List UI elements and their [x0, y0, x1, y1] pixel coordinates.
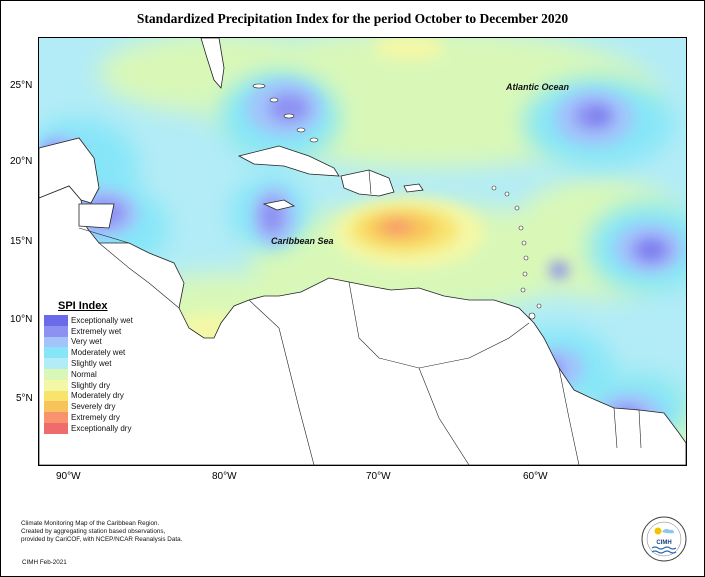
- spi-map: Atlantic Ocean Caribbean Sea: [38, 37, 687, 466]
- legend-label: Normal: [71, 369, 97, 379]
- lat-label-20n: 20°N: [10, 156, 33, 167]
- spi-legend: SPI Index Exceptionally wet Extremely wet…: [44, 300, 133, 434]
- legend-item: Very wet: [44, 336, 133, 348]
- lon-label-60w: 60°W: [523, 471, 548, 482]
- lat-label-15n: 15°N: [10, 236, 33, 247]
- legend-item: Severely dry: [44, 401, 133, 413]
- legend-swatch: [44, 358, 68, 369]
- cimh-logo: CIMH: [641, 516, 687, 562]
- legend-item: Normal: [44, 368, 133, 380]
- wave-icon: [651, 546, 677, 550]
- lon-label-90w: 90°W: [56, 471, 81, 482]
- legend-label: Slightly dry: [71, 380, 111, 390]
- lesser-antilles: [491, 185, 542, 320]
- legend-swatch: [44, 368, 68, 380]
- legend-label: Exceptionally dry: [71, 423, 132, 433]
- atlantic-ocean-label: Atlantic Ocean: [506, 82, 570, 92]
- legend-label: Extremely wet: [71, 326, 122, 336]
- legend-item: Exceptionally wet: [44, 315, 133, 326]
- lat-label-10n: 10°N: [10, 314, 33, 325]
- legend-label: Very wet: [71, 337, 102, 347]
- legend-swatch: [44, 401, 68, 413]
- credit-line: Created by aggregating station based obs…: [21, 528, 166, 536]
- lon-label-70w: 70°W: [366, 471, 391, 482]
- legend-label: Moderately wet: [71, 348, 126, 358]
- date-stamp: CIMH Feb-2021: [22, 559, 67, 566]
- cloud-icon: [662, 528, 674, 534]
- legend-swatch: [44, 422, 68, 434]
- country-borders: [78, 169, 642, 465]
- land-masses: [39, 38, 686, 465]
- legend-swatch: [44, 412, 68, 423]
- logo-text: CIMH: [656, 540, 671, 546]
- spi-dry-zones: [174, 38, 484, 343]
- legend-swatch: [44, 336, 68, 348]
- credit-note: Climate Monitoring Map of the Caribbean …: [21, 520, 182, 545]
- legend-swatch: [44, 390, 68, 402]
- lat-label-25n: 25°N: [10, 80, 33, 91]
- lon-label-80w: 80°W: [212, 471, 237, 482]
- credit-line: Climate Monitoring Map of the Caribbean …: [21, 520, 160, 527]
- legend-item: Moderately wet: [44, 347, 133, 359]
- legend-item: Slightly wet: [44, 358, 133, 369]
- caribbean-sea-label: Caribbean Sea: [271, 236, 334, 246]
- legend-label: Slightly wet: [71, 359, 112, 369]
- legend-swatch: [44, 379, 68, 391]
- legend-item: Extremely dry: [44, 412, 133, 423]
- legend-swatch: [44, 315, 68, 326]
- bahamas-islands: [252, 83, 319, 143]
- legend-label: Exceptionally wet: [71, 315, 133, 325]
- lat-label-5n: 5°N: [16, 393, 33, 404]
- legend-item: Moderately dry: [44, 390, 133, 402]
- legend-rows: Exceptionally wet Extremely wet Very wet Mo…: [44, 315, 133, 434]
- map-title: Standardized Precipitation Index for the…: [136, 11, 569, 26]
- spi-map-canvas: [39, 38, 686, 465]
- legend-title: SPI Index: [58, 300, 108, 312]
- legend-swatch: [44, 347, 68, 359]
- legend-label: Moderately dry: [71, 391, 124, 401]
- legend-item: Slightly dry: [44, 379, 133, 391]
- legend-item: Extremely wet: [44, 325, 133, 337]
- legend-label: Severely dry: [71, 402, 116, 412]
- credit-line: provided by CariCOF, with NCEP/NCAR Rean…: [21, 536, 183, 544]
- legend-swatch: [44, 325, 68, 337]
- legend-label: Extremely dry: [71, 413, 120, 423]
- sun-icon: [654, 527, 662, 535]
- legend-item: Exceptionally dry: [44, 422, 133, 434]
